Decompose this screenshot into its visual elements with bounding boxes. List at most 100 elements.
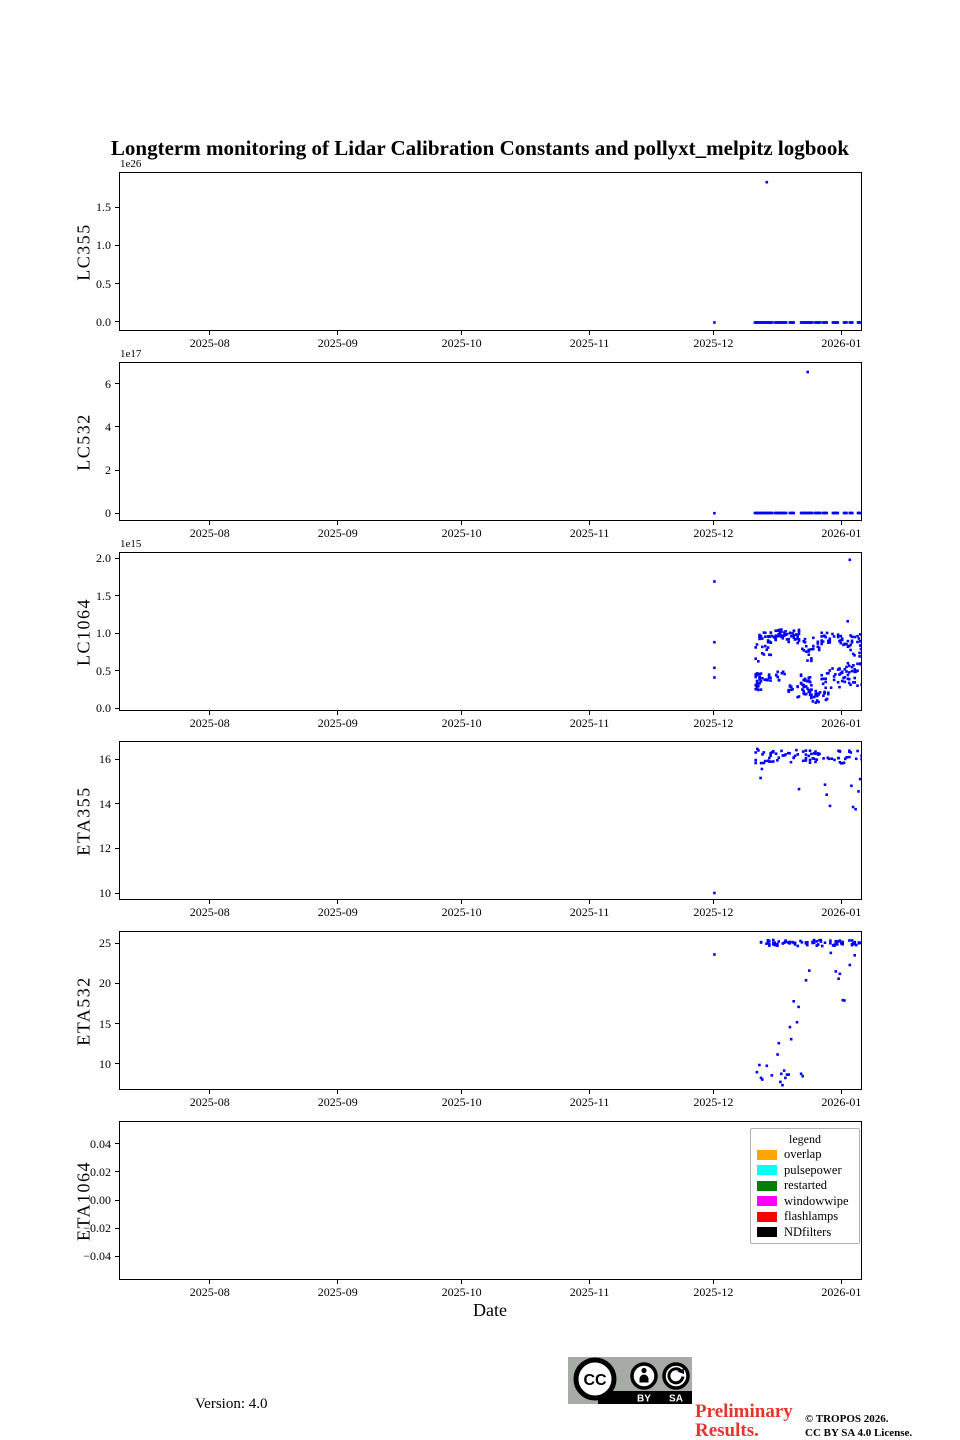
data-point — [774, 752, 778, 755]
y-tick-label: 16 — [99, 752, 111, 767]
data-point — [840, 679, 844, 683]
data-point — [782, 634, 786, 637]
data-point — [759, 677, 763, 680]
by-person-body — [639, 1374, 649, 1383]
data-point — [850, 669, 854, 673]
legend-swatch-pulsepower — [757, 1165, 777, 1176]
data-point — [763, 678, 767, 682]
data-point — [837, 940, 840, 943]
y-tick-mark — [115, 595, 119, 596]
y-tick-mark — [115, 1227, 119, 1229]
data-point — [851, 805, 855, 809]
data-point — [755, 679, 759, 683]
data-point — [821, 682, 825, 686]
x-tick-label: 2025-09 — [317, 716, 358, 730]
data-point — [854, 670, 858, 673]
data-point — [858, 651, 861, 655]
data-point — [795, 633, 798, 636]
x-tick-mark — [461, 900, 463, 904]
data-point — [759, 634, 763, 638]
y-tick-label: 4 — [105, 419, 111, 434]
data-point — [854, 807, 857, 811]
data-point — [847, 681, 851, 685]
x-tick-mark — [712, 331, 714, 335]
y-tick-label: 14 — [99, 796, 111, 811]
x-tick-label: 2025-12 — [693, 526, 734, 540]
data-point — [795, 748, 798, 752]
data-point — [772, 942, 775, 946]
data-point — [851, 511, 854, 515]
x-tick-label: 2025-11 — [569, 905, 610, 919]
data-point — [829, 951, 833, 955]
data-point — [848, 750, 851, 753]
data-point — [813, 695, 816, 699]
data-point — [793, 941, 797, 945]
data-point — [802, 689, 805, 693]
data-point — [860, 683, 861, 686]
data-point — [804, 685, 808, 688]
scatter-points-lc355 — [713, 180, 861, 324]
y-tick-mark — [115, 512, 119, 514]
data-point — [850, 641, 854, 644]
data-point — [797, 628, 801, 632]
data-point — [757, 660, 760, 663]
data-point — [769, 754, 772, 758]
y-tick-mark — [115, 557, 119, 559]
data-point — [832, 635, 836, 638]
data-point — [803, 693, 807, 696]
data-point — [858, 662, 861, 665]
y-tick-mark — [115, 1199, 119, 1201]
x-tick-label: 2026-01 — [821, 905, 862, 919]
data-point — [806, 687, 809, 690]
data-point — [755, 1070, 759, 1074]
data-point — [796, 641, 799, 645]
data-point — [797, 630, 801, 633]
data-point — [768, 939, 771, 943]
data-point — [853, 942, 857, 946]
data-point — [824, 511, 827, 515]
data-point — [781, 754, 785, 757]
data-point — [823, 692, 826, 695]
y-tick-label: 0.5 — [96, 663, 111, 678]
data-point — [774, 636, 777, 639]
data-point — [760, 767, 764, 771]
data-point — [796, 695, 799, 699]
y-tick-label: 20 — [99, 976, 111, 991]
data-point — [769, 679, 772, 682]
data-point — [804, 650, 808, 653]
data-point — [770, 1074, 774, 1077]
x-tick-label: 2026-01 — [821, 336, 862, 350]
data-point — [797, 632, 801, 636]
data-point — [758, 633, 761, 637]
data-point — [838, 667, 841, 670]
legend-entry: restarted — [751, 1178, 859, 1194]
y-tick-label: 0.02 — [90, 1164, 111, 1179]
legend-title: legend — [789, 1132, 821, 1146]
data-point — [796, 753, 800, 756]
y-tick-label: 0.00 — [90, 1193, 111, 1207]
data-point — [787, 640, 790, 644]
data-point — [814, 752, 817, 755]
y-tick-mark — [115, 982, 119, 984]
data-point — [797, 787, 801, 791]
preliminary-line1: Preliminary — [695, 1401, 793, 1422]
data-point — [799, 674, 803, 678]
x-axis-title: Date — [473, 1300, 507, 1320]
data-point — [797, 639, 801, 643]
data-point — [817, 648, 821, 652]
data-point — [814, 692, 817, 696]
data-point — [769, 653, 773, 657]
data-point — [807, 754, 810, 758]
data-point — [811, 700, 815, 703]
data-point — [713, 676, 716, 679]
data-point — [831, 667, 834, 670]
data-point — [818, 691, 822, 694]
data-point — [816, 642, 820, 645]
data-point — [757, 749, 760, 752]
data-point — [849, 683, 852, 687]
data-point — [810, 511, 814, 515]
y-tick-mark — [115, 892, 119, 894]
data-point — [825, 631, 829, 635]
y-tick-mark — [115, 758, 119, 760]
y-tick-mark — [115, 1023, 119, 1025]
